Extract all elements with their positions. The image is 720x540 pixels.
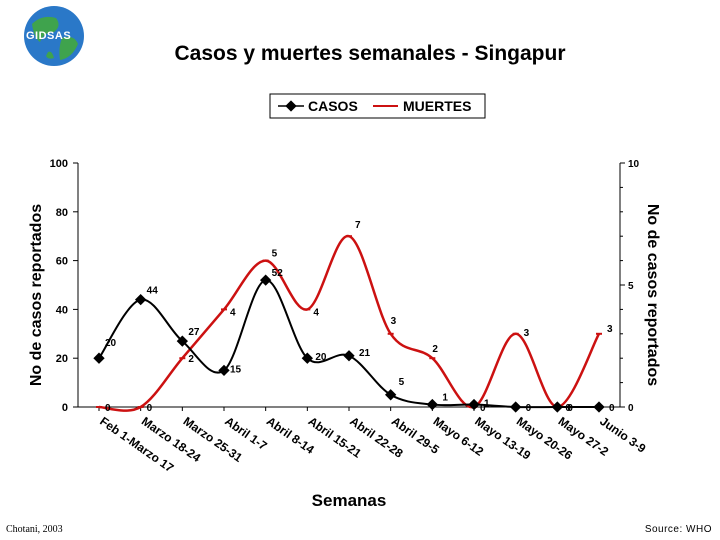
muertes-data-label: 3 [391,316,397,327]
casos-point [135,293,147,306]
casos-data-label: 52 [272,268,284,279]
casos-data-label: 15 [230,364,242,375]
chart-title: Casos y muertes semanales - Singapur [174,42,566,65]
y-tick-label: 100 [50,158,68,170]
casos-point [385,389,397,401]
muertes-data-label: 7 [355,220,361,231]
casos-data-label: 0 [609,403,615,414]
casos-data-label: 0 [567,403,573,414]
y-tick-label: 0 [62,402,68,414]
legend: CASOS MUERTES [269,93,486,119]
y-tick-label: 60 [56,256,68,268]
muertes-data-label: 3 [524,328,530,339]
logo [18,2,90,70]
muertes-data-label: 5 [272,249,278,260]
casos-point [218,364,230,377]
casos-point [468,398,480,411]
y-tick-label: 40 [56,304,68,316]
muertes-data-label: 0 [147,403,153,414]
y2-tick-label: 5 [628,281,634,292]
casos-point [176,335,188,347]
muertes-data-label: 4 [313,307,319,318]
casos-data-label: 1 [484,399,490,410]
footer-source: Source: WHO [644,524,712,535]
logo-text: GIDSAS [26,30,72,42]
casos-point [343,350,355,362]
globe-icon [18,2,90,70]
x-tick-label: Feb 1-Marzo 17 [97,414,176,475]
casos-data-label: 20 [105,338,117,349]
y2-axis-title: No de casos reportados [644,204,661,386]
casos-data-label: 5 [399,377,405,388]
casos-data-label: 1 [442,393,448,404]
casos-point [93,352,105,364]
casos-point [301,352,313,364]
y-tick-label: 80 [56,207,68,219]
y-axis-title: No de casos reportados [28,204,45,386]
casos-data-label: 0 [526,403,532,414]
muertes-data-label: 3 [607,324,613,335]
casos-point [510,401,522,413]
footer-author: Chotani, 2003 [6,524,63,535]
legend-muertes-label: MUERTES [403,98,471,114]
casos-data-label: 44 [147,286,159,297]
muertes-data-label: 2 [432,344,438,355]
y2-tick-label: 0 [628,403,634,414]
muertes-data-label: 2 [188,354,194,365]
muertes-line [98,234,601,412]
casos-data-label: 20 [315,352,327,363]
muertes-data-label: 4 [230,307,236,318]
casos-data-label: 27 [188,327,200,338]
muertes-data-label: 0 [480,403,486,414]
casos-point [593,401,605,413]
y2-tick-label: 10 [628,159,640,170]
legend-casos-label: CASOS [308,98,358,114]
muertes-data-label: 0 [565,403,571,414]
casos-point [260,274,272,286]
y-tick-label: 20 [56,353,68,365]
casos-point [426,398,438,411]
muertes-data-label: 0 [105,403,111,414]
x-axis-title: Semanas [312,491,387,510]
casos-data-label: 21 [359,348,371,359]
casos-point [551,401,563,413]
